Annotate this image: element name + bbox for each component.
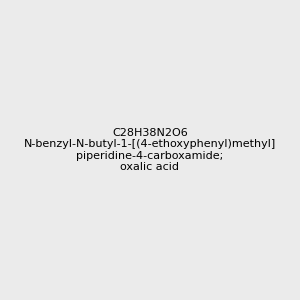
Text: C28H38N2O6
N-benzyl-N-butyl-1-[(4-ethoxyphenyl)methyl]
piperidine-4-carboxamide;: C28H38N2O6 N-benzyl-N-butyl-1-[(4-ethoxy… (24, 128, 276, 172)
